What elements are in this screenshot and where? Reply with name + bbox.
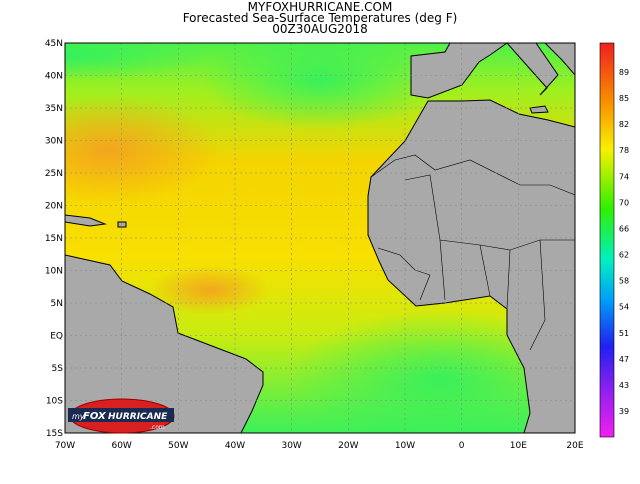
colorbar-label: 62	[619, 251, 629, 260]
lat-label: 15S	[46, 429, 63, 439]
title-line: 00Z30AUG2018	[272, 22, 368, 36]
hispaniola	[65, 214, 107, 227]
border	[377, 247, 431, 301]
title-line: Forecasted Sea-Surface Temperatures (deg…	[183, 11, 458, 25]
colorbar-label: 66	[619, 224, 629, 233]
logo-brand: FOX	[83, 411, 107, 422]
lat-label: 10N	[45, 267, 63, 277]
cool-water	[200, 43, 440, 130]
colorbar-label: 82	[619, 120, 629, 129]
colorbar-label: 74	[619, 172, 629, 181]
cool-water	[65, 43, 210, 80]
iberia-france	[410, 43, 508, 99]
lat-label: 20N	[45, 202, 63, 212]
lon-label: 20E	[566, 441, 583, 451]
lat-label: 10S	[46, 397, 63, 407]
africa	[367, 99, 575, 433]
puerto-rico	[117, 221, 127, 228]
colorbar-label: 47	[619, 355, 629, 364]
lat-label: 45N	[45, 39, 63, 49]
colorbar-label: 51	[619, 329, 629, 338]
colorbar-label: 70	[619, 198, 629, 207]
colorbar-label: 58	[619, 277, 629, 286]
borders	[370, 154, 575, 351]
logo-domain: .com	[150, 424, 165, 431]
logo: my FOX HURRICANE .com	[68, 398, 175, 434]
lon-label: 10E	[510, 441, 527, 451]
logo-suffix: HURRICANE	[108, 412, 168, 422]
italy	[506, 43, 559, 96]
title-line: MYFOXHURRICANE.COM	[248, 0, 393, 14]
colorbar-label: 54	[619, 303, 629, 312]
lat-label: 5S	[52, 364, 64, 374]
lon-label: 40W	[225, 441, 245, 451]
lon-label: 30W	[281, 441, 301, 451]
graticule	[65, 43, 575, 433]
south-america	[65, 254, 264, 433]
lon-label: 60W	[111, 441, 131, 451]
colorbar-label: 39	[619, 407, 629, 416]
lat-label: 15N	[45, 234, 63, 244]
colorbar-label: 78	[619, 146, 629, 155]
colorbar-label: 43	[619, 381, 629, 390]
sicily	[529, 105, 549, 114]
colorbar-labels: 89 85 82 78 74 70 66 62 58 54 51 47 43 39	[619, 68, 629, 416]
axis-labels: 45N 40N 35N 30N 25N 20N 15N 10N 5N EQ 5S 10S 15S 70W 6…	[45, 39, 584, 451]
lat-label: 5N	[51, 299, 63, 309]
lat-label: 30N	[45, 137, 63, 147]
lon-label: 50W	[168, 441, 188, 451]
warm-water	[65, 95, 220, 205]
lat-label: EQ	[50, 332, 63, 342]
lon-label: 70W	[55, 441, 75, 451]
lon-label: 20W	[338, 441, 358, 451]
balkans	[544, 43, 575, 76]
lon-label: 10W	[395, 441, 415, 451]
lat-label: 40N	[45, 72, 63, 82]
logo-bar	[68, 408, 174, 422]
map-frame	[64, 42, 576, 434]
lat-label: 35N	[45, 104, 63, 114]
lat-label: 25N	[45, 169, 63, 179]
colorbar	[599, 42, 615, 438]
warm-water	[150, 265, 270, 315]
land	[65, 43, 575, 433]
map	[65, 43, 575, 433]
lon-label: 0	[459, 441, 465, 451]
logo-prefix: my	[72, 412, 85, 421]
colorbar-label: 89	[619, 68, 629, 77]
border	[370, 154, 575, 196]
cool-water	[290, 310, 575, 433]
colorbar-label: 85	[619, 94, 629, 103]
